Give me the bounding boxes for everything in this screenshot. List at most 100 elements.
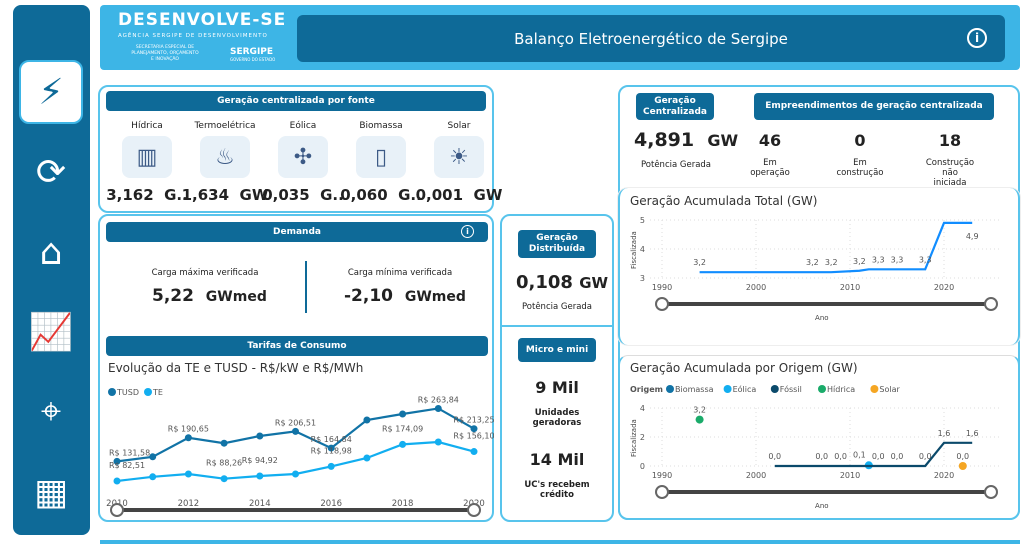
data-label: R$ 88,26 xyxy=(206,459,242,468)
total-chart-panel: Geração Acumulada Total (GW) 3 4 5 1990 2000… xyxy=(618,188,1020,345)
x-tick-label: 2020 xyxy=(934,471,954,480)
data-point xyxy=(184,434,192,442)
sidebar-item-6[interactable]: ▦ xyxy=(19,460,83,524)
page-title-bar: Balanço Eletroenergético de Sergipe i xyxy=(297,15,1005,62)
empreendimento-2: 18 Construção não iniciada xyxy=(925,131,975,188)
range-slider-handle-start[interactable] xyxy=(655,485,669,499)
x-tick-label: 2012 xyxy=(178,499,200,509)
data-point xyxy=(363,454,371,462)
demanda-panel: Demanda i Carga máxima verificada 5,22 GW… xyxy=(98,214,494,522)
legend-label: Eólica xyxy=(733,384,757,394)
info-icon[interactable]: i xyxy=(461,225,474,238)
legend-label: Solar xyxy=(879,385,900,394)
x-axis-label: Ano xyxy=(815,502,829,510)
x-tick-label: 2010 xyxy=(840,283,860,292)
data-point xyxy=(292,427,299,435)
growth-chart-icon: 📈 xyxy=(28,312,74,353)
tarifas-chart-title: Evolução da TE e TUSD - R$/kW e R$/MWh xyxy=(108,361,364,375)
data-point xyxy=(399,410,407,418)
data-point xyxy=(113,477,121,485)
series-line xyxy=(774,441,973,468)
source-label: Hídrica xyxy=(131,121,163,131)
data-point xyxy=(958,462,967,470)
x-tick-label: 2000 xyxy=(746,471,766,480)
dashboard-icon: ▦ xyxy=(33,471,68,513)
sidebar-item-4[interactable]: 📈 xyxy=(19,300,83,364)
y-axis-label: Fiscalizada xyxy=(630,419,638,457)
data-label: 3,3 xyxy=(919,255,932,264)
sidebar-item-1[interactable]: ⚡ xyxy=(19,60,83,124)
demanda-title: Demanda i xyxy=(106,222,488,242)
data-label: 3,2 xyxy=(853,257,866,266)
data-point xyxy=(184,470,192,478)
sergipe-logo: SERGIPE GOVERNO DO ESTADO xyxy=(230,47,276,62)
data-label: 3,2 xyxy=(806,258,819,267)
legend-marker xyxy=(870,385,879,393)
y-tick-label: 4 xyxy=(640,245,645,254)
logo: DESENVOLVE-SE xyxy=(118,10,287,30)
data-label: 4,9 xyxy=(966,232,979,241)
empreendimentos-title: Empreendimentos de geração centralizada xyxy=(754,93,994,120)
source-value: 0,060 G.. xyxy=(340,186,422,204)
info-icon[interactable]: i xyxy=(967,28,987,48)
data-point xyxy=(256,432,264,440)
source-2: Eólica ✣ 0,035 G.. xyxy=(258,121,348,204)
data-label: R$ 190,65 xyxy=(168,425,209,434)
data-point xyxy=(363,416,371,424)
legend-te-label: TE xyxy=(152,388,163,397)
flame-icon: ♨ xyxy=(215,144,235,170)
data-point xyxy=(256,472,264,480)
range-slider-handle-end[interactable] xyxy=(984,485,998,499)
data-label: R$ 156,10 xyxy=(453,432,494,441)
centralizada-title: Geração Centralizada xyxy=(636,93,714,120)
data-point xyxy=(292,470,299,478)
legend-marker xyxy=(818,385,826,393)
legend-marker xyxy=(666,385,674,393)
min-label: Carga mínima verificada xyxy=(347,268,453,278)
data-point xyxy=(220,475,228,483)
distribuida-panel: Geração Distribuída 0,108 GW Potência Ge… xyxy=(500,214,614,522)
centralizada-value: 4,891 GW xyxy=(634,129,739,151)
wind-turbine-icon: ✣ xyxy=(293,144,313,170)
distribuida-caption: Potência Gerada xyxy=(521,302,593,312)
range-slider-handle-end[interactable] xyxy=(984,297,998,311)
data-point xyxy=(113,457,121,465)
data-label: 0,0 xyxy=(919,452,932,461)
source-label: Solar xyxy=(447,121,471,131)
data-label: 0,1 xyxy=(853,451,866,460)
data-label: 0,0 xyxy=(834,452,847,461)
data-label: 0,0 xyxy=(815,452,828,461)
total-chart-title: Geração Acumulada Total (GW) xyxy=(630,194,818,208)
page-title: Balanço Eletroenergético de Sergipe xyxy=(514,29,788,48)
data-label: R$ 94,92 xyxy=(242,456,278,465)
data-point xyxy=(327,462,335,470)
y-tick-label: 4 xyxy=(640,404,645,413)
footer-line xyxy=(100,540,1020,544)
data-point xyxy=(149,453,157,461)
data-label: 1,6 xyxy=(938,429,951,438)
x-tick-label: 2000 xyxy=(746,283,766,292)
origem-chart: Origem Biomassa Eólica Fóssil Hídrica Solar 0 2… xyxy=(630,384,1000,510)
data-point xyxy=(220,439,228,447)
source-0: Hídrica ▥ 3,162 G.. xyxy=(102,121,192,204)
home-energy-icon: ⌂ xyxy=(39,231,63,273)
range-slider-handle-end[interactable] xyxy=(467,503,481,517)
data-label: 0,0 xyxy=(768,452,781,461)
range-slider-handle-start[interactable] xyxy=(655,297,669,311)
sidebar-item-5[interactable]: ⌖ xyxy=(19,380,83,444)
data-label: R$ 82,51 xyxy=(109,461,145,470)
range-slider-handle-start[interactable] xyxy=(110,503,124,517)
source-3: Biomassa ▯ 0,060 G.. xyxy=(336,121,426,204)
logo-subtitle: AGÊNCIA SERGIPE DE DESENVOLVIMENTO xyxy=(118,33,268,39)
sidebar-item-2[interactable]: ⟳ xyxy=(19,140,83,204)
data-label: 0,0 xyxy=(872,452,885,461)
legend-label: Hídrica xyxy=(827,385,855,394)
source-value: 0,001 GW xyxy=(415,186,503,204)
energy-report-icon: ⚡ xyxy=(38,71,64,113)
legend-te-marker xyxy=(144,388,152,396)
series-line xyxy=(699,221,973,274)
data-label: R$ 131,58 xyxy=(109,448,150,457)
micro-label-1: Unidades geradoras xyxy=(532,408,582,428)
x-axis-label: Ano xyxy=(815,314,829,322)
sidebar-item-3[interactable]: ⌂ xyxy=(19,220,83,284)
